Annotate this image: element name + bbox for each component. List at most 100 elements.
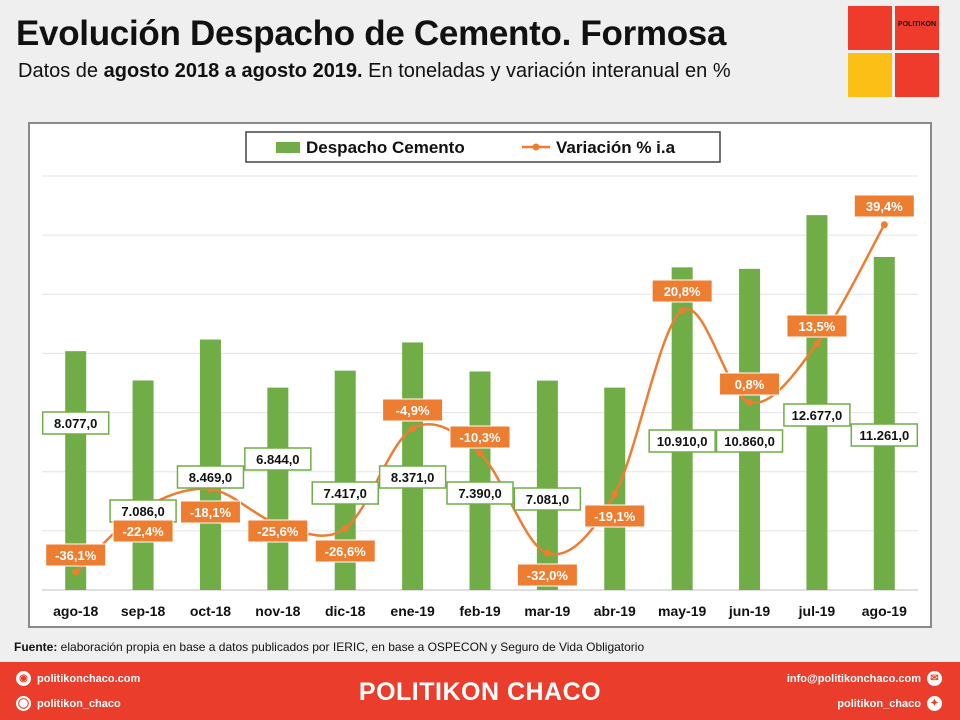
variation-data-label-box [853,194,915,218]
bar-data-label: 6.844,0 [256,452,299,467]
subtitle-part-3: En toneladas y variación interanual en % [362,60,731,82]
bar-data-label-box [378,465,447,489]
variation-point-ago-18 [72,568,80,576]
footer-email-text: info@politikonchaco.com [786,672,921,685]
logo-square-top-right [895,6,939,50]
bar-data-label-box [311,481,379,505]
variation-point-ene-19 [409,425,417,433]
twitter-icon: ✦ [927,696,942,711]
bar-may-19 [671,267,693,590]
logo-square-bottom-right [895,53,939,97]
footer-website-text: politikonchaco.com [37,672,141,685]
variation-data-label: -4,9% [396,403,430,418]
x-tick-label: jun-19 [728,603,770,619]
globe-icon: ◉ [16,671,31,686]
footer-instagram[interactable]: ◯ politikon_chaco [16,696,121,711]
source-note: Fuente: elaboración propia en base a dat… [14,640,644,654]
variation-point-jul-19 [813,340,821,348]
legend-line-label: Variación % i.a [556,138,676,157]
variation-data-label: 0,8% [735,377,765,392]
x-tick-label: ene-19 [390,603,435,619]
variation-data-label-box [449,425,511,449]
footer-instagram-text: politikon_chaco [37,697,121,710]
footer-twitter[interactable]: politikon_chaco ✦ [837,696,942,711]
cement-chart: ago-18 sep-18 oct-18 nov-18 dic-18 ene-19 feb-… [41,131,919,619]
variation-data-label: 39,4% [866,199,903,214]
variation-data-label: 13,5% [798,319,835,334]
variation-data-label: -22,4% [122,524,164,539]
variation-data-label: -26,6% [325,544,367,559]
variation-data-label: 20,8% [664,284,701,299]
bar-mar-19 [536,380,558,590]
bar-jul-19 [806,215,828,591]
legend-bar-swatch [276,142,300,153]
subtitle-period: agosto 2018 a agosto 2019. [103,60,363,82]
logo-text: POLITIKON [897,21,937,28]
x-tick-label: abr-19 [594,603,636,619]
bar-data-label-box [513,487,582,511]
bar-data-label: 11.261,0 [859,428,909,443]
logo-square-bottom-left [848,53,892,97]
page-subtitle: Datos de agosto 2018 a agosto 2019. En t… [18,60,731,83]
x-tick-label: ago-18 [53,603,98,619]
bar-data-label: 8.469,0 [189,470,232,485]
bar-data-label: 7.417,0 [324,486,367,501]
variation-data-label: -36,1% [55,548,97,563]
footer-website[interactable]: ◉ politikonchaco.com [16,671,140,686]
source-text: elaboración propia en base a datos publi… [57,640,645,654]
variation-data-label-box [112,519,174,543]
variation-data-label-box [719,372,781,396]
subtitle-part-1: Datos de [18,60,104,82]
variation-point-feb-19 [476,449,484,457]
variation-data-label: -25,6% [257,524,299,539]
bar-data-label: 8.371,0 [391,470,434,485]
bar-dic-18 [334,370,356,590]
politikon-logo: POLITIKON [848,6,940,98]
bar-ago-18 [65,351,87,590]
footer-brand: POLITIKON CHACO [358,678,602,706]
bar-data-label: 7.081,0 [526,492,569,507]
variation-data-label-box [45,543,107,567]
bar-data-label: 12.677,0 [792,408,843,423]
x-tick-label: oct-18 [190,603,231,619]
x-tick-label: nov-18 [255,603,300,619]
variation-point-dic-18 [341,524,349,532]
variation-data-label: -10,3% [459,430,501,445]
bar-data-label-box [446,481,514,505]
legend-bar-label: Despacho Cemento [306,138,465,157]
variation-data-label-box [584,504,646,528]
legend-box [245,131,721,163]
bar-data-label: 10.860,0 [724,434,775,449]
bar-data-label: 8.077,0 [54,416,97,431]
chart-container: ago-18 sep-18 oct-18 nov-18 dic-18 ene-19 feb-… [28,122,932,628]
variation-data-label: -32,0% [527,568,569,583]
logo-square-top-left [848,6,892,50]
mail-icon: ✉ [927,671,942,686]
bar-data-label-box [41,411,110,435]
variation-data-label: -18,1% [190,505,232,520]
x-tick-label: sep-18 [121,603,166,619]
variation-point-jun-19 [746,398,754,406]
source-label: Fuente: [14,640,58,654]
variation-point-ago-19 [880,221,888,229]
variation-data-label-box [247,519,309,543]
bar-data-label-box [715,429,784,453]
variation-data-label-box [314,539,376,563]
footer-email[interactable]: info@politikonchaco.com ✉ [787,671,942,686]
x-tick-label: feb-19 [459,603,500,619]
instagram-icon: ◯ [16,696,31,711]
page-title: Evolución Despacho de Cemento. Formosa [16,14,727,53]
variation-point-may-19 [678,306,686,314]
x-tick-label: ago-19 [862,603,907,619]
x-tick-label: jul-19 [798,603,836,619]
footer-twitter-text: politikon_chaco [837,697,921,710]
bar-data-label-box [648,429,716,453]
bar-feb-19 [469,371,491,590]
bar-abr-19 [604,387,626,590]
bar-oct-18 [199,339,221,590]
bar-nov-18 [267,387,289,590]
variation-data-label: -19,1% [594,509,636,524]
variation-data-label-box [786,314,848,338]
variation-data-label-box [516,563,578,587]
bar-data-label-box [244,447,312,471]
